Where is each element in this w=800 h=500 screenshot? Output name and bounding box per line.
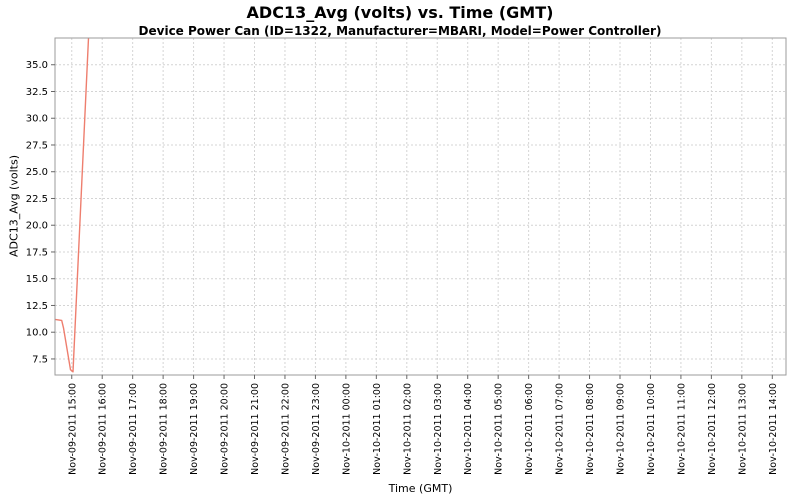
series-line-ADC13_Avg (55, 38, 90, 373)
x-tick-label: Nov-10-2011 01:00 (372, 383, 383, 475)
y-tick-label: 10.0 (26, 328, 48, 339)
x-tick-label: Nov-10-2011 12:00 (707, 383, 718, 475)
x-tick-label: Nov-10-2011 14:00 (768, 383, 779, 475)
x-tick-label: Nov-09-2011 21:00 (250, 383, 261, 475)
y-tick-label: 25.0 (26, 167, 48, 178)
x-tick-label: Nov-09-2011 19:00 (189, 383, 200, 475)
chart-title: ADC13_Avg (volts) vs. Time (GMT) (246, 3, 554, 22)
y-tick-label: 32.5 (26, 87, 48, 98)
x-tick-label: Nov-09-2011 17:00 (128, 383, 139, 475)
y-tick-label: 20.0 (26, 221, 48, 232)
x-tick-label: Nov-10-2011 06:00 (524, 383, 535, 475)
x-tick-label: Nov-10-2011 04:00 (463, 383, 474, 475)
y-tick-label: 27.5 (26, 140, 48, 151)
x-tick-label: Nov-09-2011 23:00 (311, 383, 322, 475)
x-tick-label: Nov-10-2011 08:00 (585, 383, 596, 475)
x-tick-label: Nov-09-2011 15:00 (67, 383, 78, 475)
x-axis-label: Time (GMT) (388, 482, 453, 495)
x-tick-label: Nov-10-2011 02:00 (402, 383, 413, 475)
x-tick-label: Nov-10-2011 09:00 (616, 383, 627, 475)
x-tick-label: Nov-10-2011 00:00 (341, 383, 352, 475)
x-tick-label: Nov-10-2011 13:00 (737, 383, 748, 475)
x-tick-label: Nov-09-2011 16:00 (98, 383, 109, 475)
x-tick-label: Nov-09-2011 20:00 (220, 383, 231, 475)
x-tick-label: Nov-10-2011 03:00 (433, 383, 444, 475)
y-tick-label: 30.0 (26, 114, 48, 125)
x-tick-label: Nov-10-2011 05:00 (494, 383, 505, 475)
x-tick-label: Nov-09-2011 18:00 (159, 383, 170, 475)
x-tick-label: Nov-10-2011 10:00 (646, 383, 657, 475)
plot-background (55, 38, 786, 375)
y-tick-label: 7.5 (32, 354, 48, 365)
plot-border (54, 37, 787, 376)
y-tick-label: 12.5 (26, 301, 48, 312)
y-tick-label: 15.0 (26, 274, 48, 285)
y-tick-label: 22.5 (26, 194, 48, 205)
x-tick-label: Nov-10-2011 11:00 (676, 383, 687, 475)
x-tick-label: Nov-09-2011 22:00 (280, 383, 291, 475)
chart-subtitle: Device Power Can (ID=1322, Manufacturer=… (138, 24, 662, 38)
y-tick-label: 35.0 (26, 60, 48, 71)
y-tick-label: 17.5 (26, 247, 48, 258)
x-tick-label: Nov-10-2011 07:00 (555, 383, 566, 475)
